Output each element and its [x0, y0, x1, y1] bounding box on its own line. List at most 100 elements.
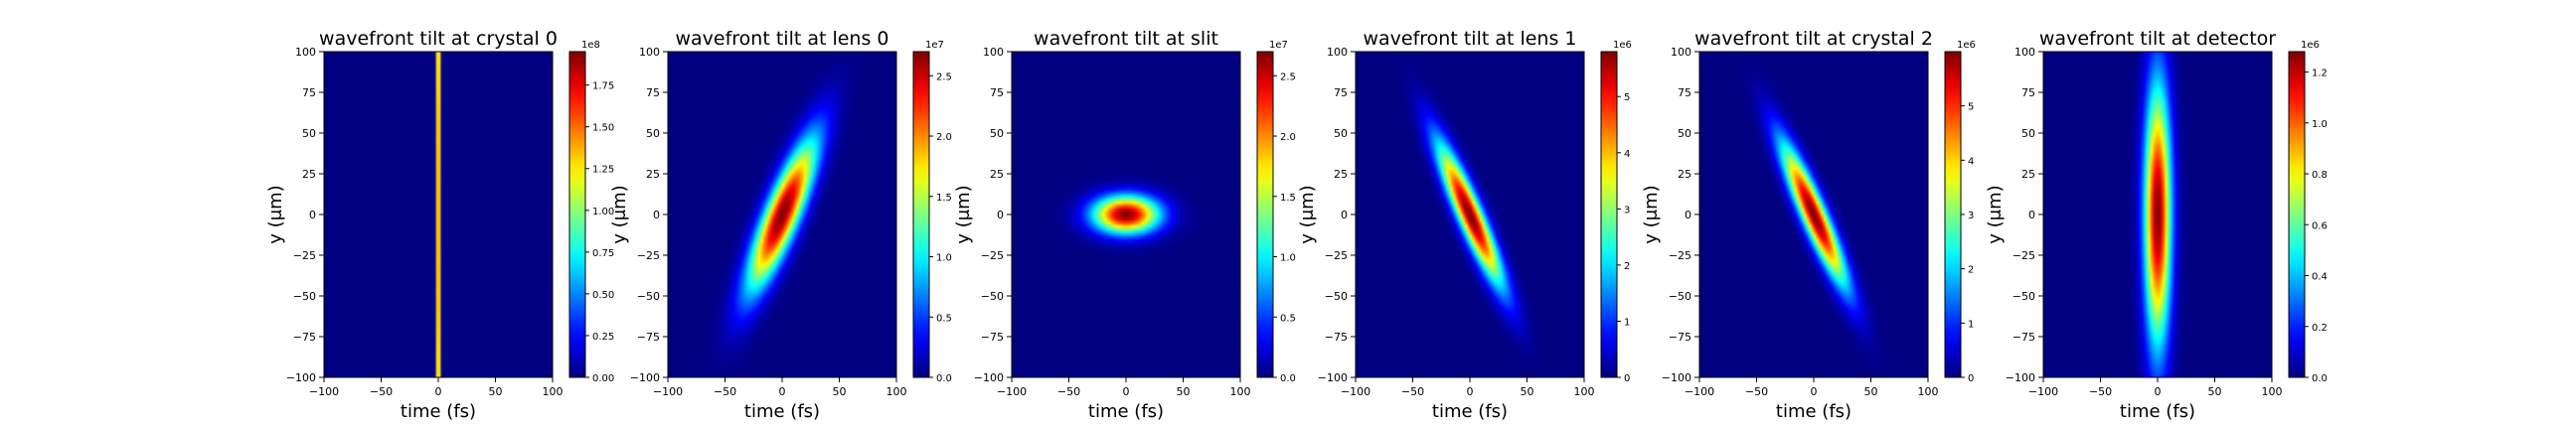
- y-tick-label: 0: [1341, 209, 1348, 221]
- y-tick-label: −75: [293, 331, 316, 344]
- colorbar-tick-label: 0.5: [936, 313, 952, 324]
- heatmap-image: [668, 52, 896, 377]
- y-tick-label: 50: [302, 127, 316, 140]
- x-tick-label: −100: [309, 385, 339, 398]
- colorbar-tick-label: 0.00: [592, 373, 614, 384]
- x-tick-label: 0: [2155, 385, 2162, 398]
- y-tick-label: 100: [295, 46, 316, 59]
- x-tick-label: 0: [1123, 385, 1130, 398]
- y-tick-label: −25: [1325, 249, 1348, 262]
- colorbar-tick-label: 0: [1624, 373, 1630, 384]
- y-tick-label: −75: [1669, 331, 1691, 344]
- x-tick-label: 100: [1230, 385, 1251, 398]
- y-tick-label: −100: [286, 371, 316, 384]
- colorbar-multiplier: 1e7: [925, 40, 944, 51]
- y-tick-label: 100: [1327, 46, 1348, 59]
- colorbar-tick-label: 1.25: [592, 165, 614, 176]
- x-tick-label: −50: [1401, 385, 1424, 398]
- y-tick-label: −50: [981, 290, 1004, 303]
- x-tick-label: −100: [2028, 385, 2058, 398]
- colorbar: [1600, 51, 1618, 378]
- y-tick-label: 100: [983, 46, 1004, 59]
- colorbar-tick-label: 0.6: [2312, 220, 2328, 231]
- panel-4: wavefront tilt at crystal 2−100 −50 0 50 100…: [1641, 28, 1976, 422]
- x-tick-label: 50: [1177, 385, 1191, 398]
- x-axis-label: time (fs): [1776, 401, 1852, 422]
- y-tick-label: 0: [309, 209, 316, 221]
- colorbar-tick-label: 3: [1624, 205, 1630, 215]
- colorbar: [912, 51, 930, 378]
- colorbar-tick-label: 0.50: [592, 290, 614, 301]
- x-axis-label: time (fs): [401, 401, 476, 422]
- y-axis-label: y (μm): [1985, 185, 2006, 243]
- colorbar-tick-label: 0.5: [1280, 313, 1296, 324]
- x-axis-label: time (fs): [1432, 401, 1508, 422]
- y-tick-label: −25: [637, 249, 660, 262]
- chart-title: wavefront tilt at crystal 2: [1694, 28, 1933, 50]
- colorbar-tick-label: 0.0: [936, 373, 952, 384]
- x-tick-label: 0: [435, 385, 442, 398]
- x-tick-label: 0: [1467, 385, 1474, 398]
- colorbar-multiplier: 1e6: [1957, 40, 1976, 51]
- y-tick-label: −100: [1318, 371, 1348, 384]
- y-tick-label: 75: [302, 86, 316, 99]
- colorbar-tick-label: 3: [1968, 211, 1974, 221]
- x-tick-label: −50: [714, 385, 736, 398]
- y-tick-label: 0: [997, 209, 1004, 221]
- colorbar-tick-label: 0.25: [592, 332, 614, 343]
- chart-title: wavefront tilt at slit: [1034, 28, 1218, 50]
- chart-title: wavefront tilt at lens 1: [1363, 28, 1576, 50]
- y-tick-label: 50: [1678, 127, 1691, 140]
- y-tick-label: −50: [637, 290, 660, 303]
- colorbar-tick-label: 4: [1968, 156, 1974, 167]
- y-tick-label: 75: [990, 86, 1004, 99]
- y-tick-label: 75: [1678, 86, 1691, 99]
- panel-5: wavefront tilt at detector −100 −50 0 50 100 t…: [1985, 28, 2328, 422]
- y-tick-label: −25: [293, 249, 316, 262]
- y-tick-label: 25: [990, 168, 1004, 181]
- colorbar: [568, 51, 586, 378]
- y-axis-label: y (μm): [609, 185, 630, 243]
- y-axis-label: y (μm): [265, 185, 286, 243]
- colorbar-tick-label: 5: [1968, 102, 1974, 113]
- y-tick-label: −75: [981, 331, 1004, 344]
- y-tick-label: −25: [981, 249, 1004, 262]
- y-tick-label: 50: [990, 127, 1004, 140]
- y-tick-label: −50: [293, 290, 316, 303]
- x-tick-label: 50: [2208, 385, 2222, 398]
- y-tick-label: −75: [1325, 331, 1348, 344]
- colorbar-tick-label: 0.8: [2312, 170, 2328, 181]
- x-axis-label: time (fs): [2120, 401, 2195, 422]
- heatmap-image: [1356, 52, 1584, 377]
- colorbar-tick-label: 0: [1968, 373, 1974, 384]
- panel-3: wavefront tilt at lens 1−100 −50 0 50 100tim…: [1297, 28, 1632, 422]
- x-tick-label: 100: [543, 385, 564, 398]
- colorbar-tick-label: 1: [1968, 319, 1974, 330]
- colorbar-tick-label: 1.75: [592, 81, 614, 92]
- colorbar-tick-label: 2: [1968, 265, 1974, 276]
- x-tick-label: 50: [833, 385, 847, 398]
- x-axis-label: time (fs): [1088, 401, 1164, 422]
- y-tick-label: 100: [1671, 46, 1691, 59]
- y-tick-label: 50: [2021, 127, 2035, 140]
- colorbar-tick-label: 0.0: [1280, 373, 1296, 384]
- y-tick-label: −50: [1669, 290, 1691, 303]
- y-tick-label: 100: [2014, 46, 2035, 59]
- colorbar-tick-label: 1.0: [936, 253, 952, 264]
- y-tick-label: 25: [646, 168, 660, 181]
- y-axis-label: y (μm): [953, 185, 974, 243]
- colorbar: [1256, 51, 1274, 378]
- colorbar-tick-label: 0.4: [2312, 272, 2328, 283]
- colorbar: [1944, 51, 1962, 378]
- colorbar-tick-label: 2.0: [936, 132, 952, 143]
- y-tick-label: 100: [639, 46, 660, 59]
- colorbar-tick-label: 1.5: [1280, 193, 1296, 204]
- y-tick-label: −75: [2012, 331, 2035, 344]
- x-tick-label: −50: [1745, 385, 1768, 398]
- colorbar-tick-label: 0.2: [2312, 323, 2328, 334]
- colorbar-tick-label: 1.0: [2312, 119, 2328, 130]
- y-tick-label: 75: [646, 86, 660, 99]
- colorbar-tick-label: 2.5: [936, 72, 952, 82]
- x-tick-label: 100: [1918, 385, 1939, 398]
